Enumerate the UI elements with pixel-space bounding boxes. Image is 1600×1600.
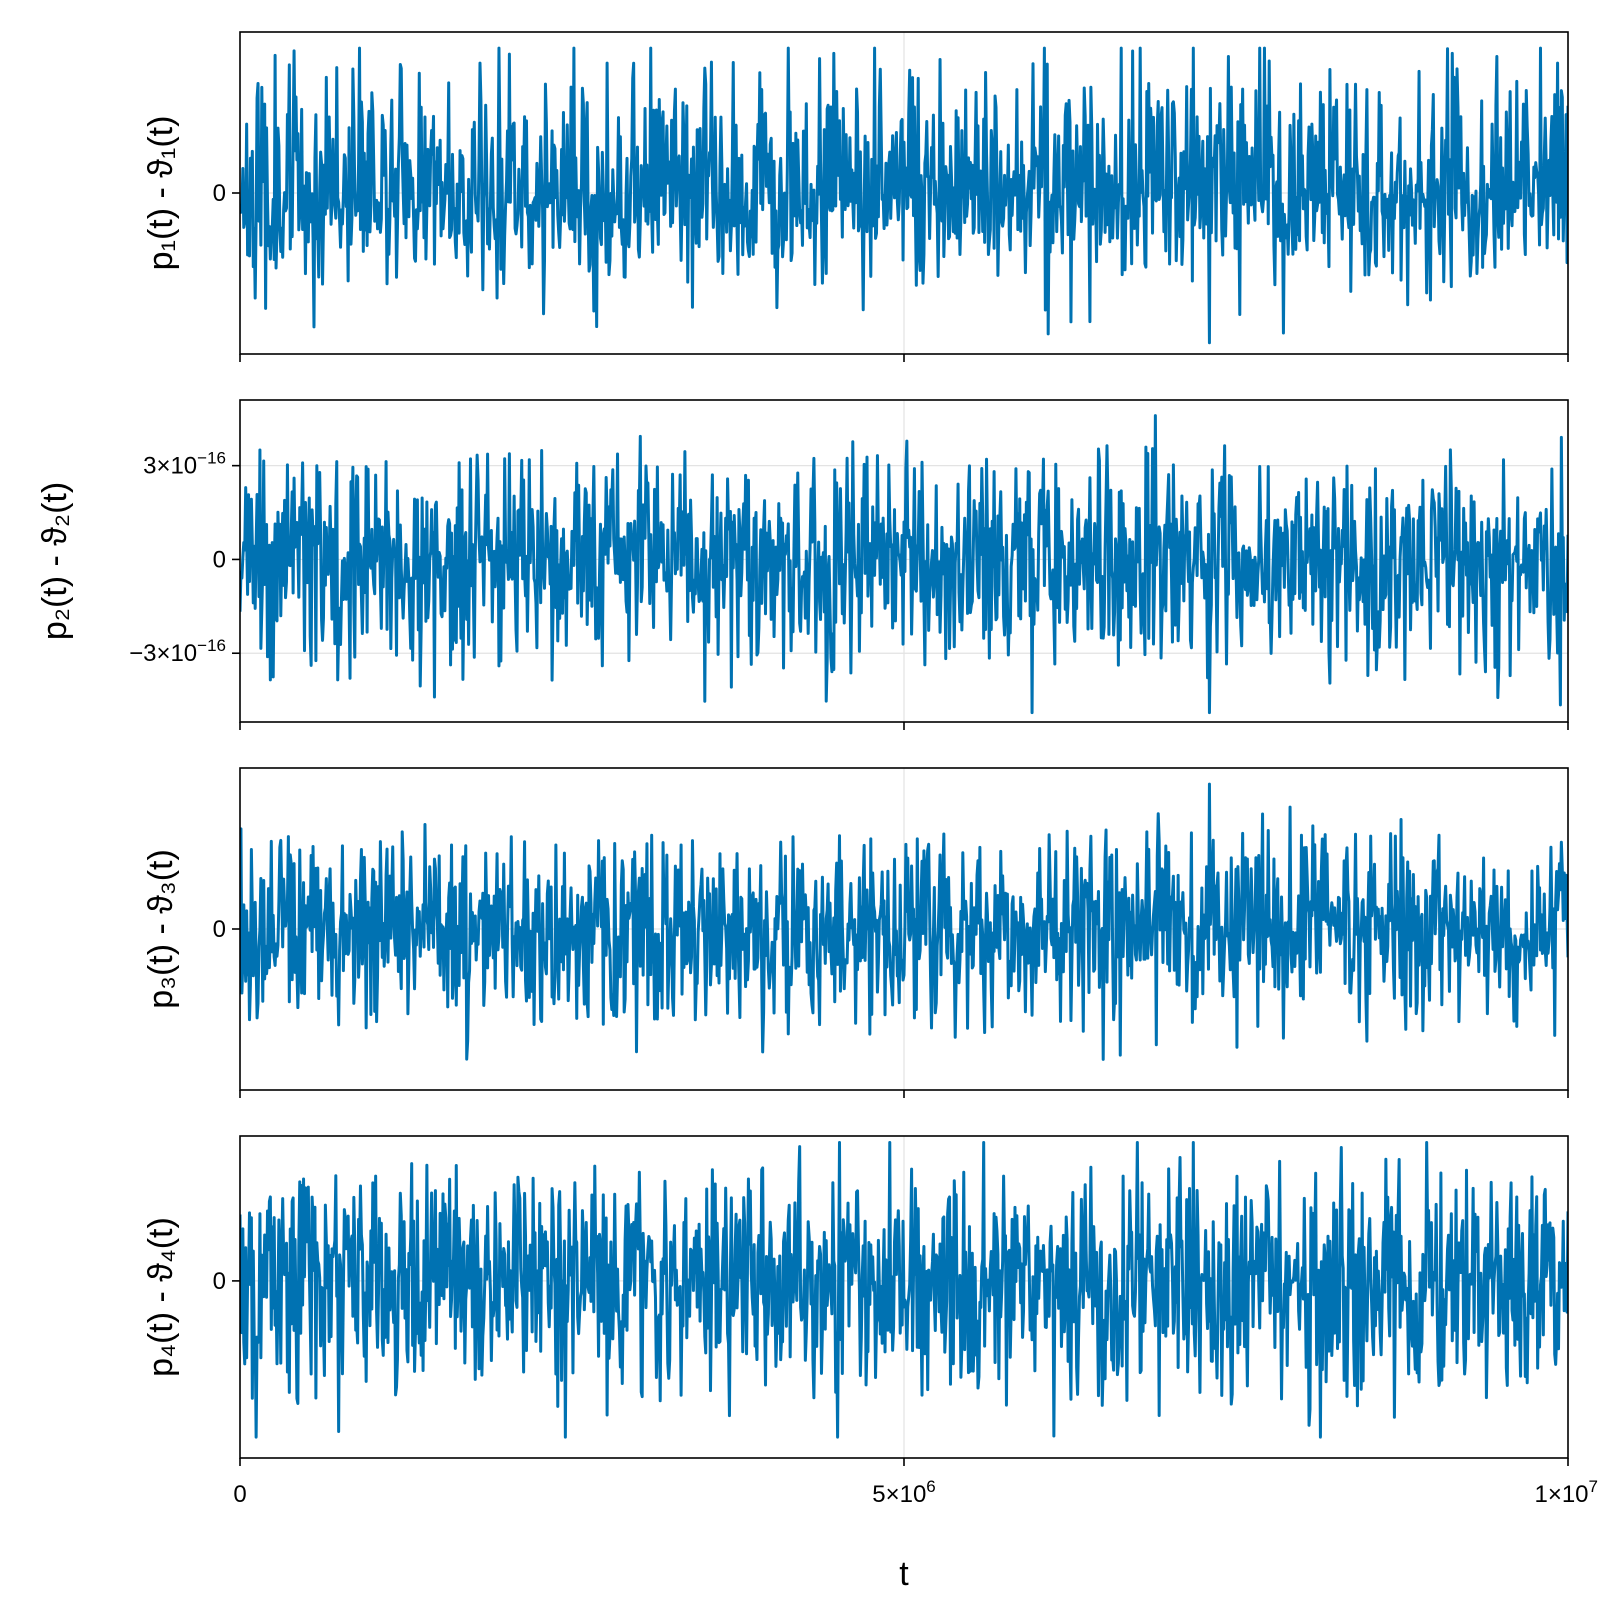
series-line-2: [240, 414, 1568, 715]
y-axis-title-3: p₃(t) - ϑ₃(t): [142, 849, 180, 1009]
panel-3: 0 p₃(t) - ϑ₃(t): [142, 767, 1569, 1098]
y-tick-label: 3×10−16: [143, 449, 226, 480]
x-tick-label: 5×106: [872, 1477, 936, 1508]
x-tick-label: 0: [233, 1481, 246, 1508]
y-tick-label: 0: [213, 1268, 226, 1295]
y-tick-label: 0: [213, 180, 226, 207]
y-axis-title-2: p₂(t) - ϑ₂(t): [36, 482, 74, 640]
y-tick-label: −3×10−16: [129, 636, 226, 667]
series-line-3: [240, 782, 1568, 1061]
series-line-4: [240, 1140, 1568, 1439]
y-tick-label: 0: [213, 546, 226, 573]
panels: 0 p₁(t) - ϑ₁(t) 3×10−16 0 −3×10−16 p₂(t) - ϑ₂…: [36, 31, 1569, 1466]
x-axis-title: t: [899, 1555, 909, 1593]
panel-4: 0 p₄(t) - ϑ₄(t): [142, 1135, 1569, 1466]
series-line-1: [240, 46, 1568, 345]
panel-2: 3×10−16 0 −3×10−16 p₂(t) - ϑ₂(t): [36, 399, 1569, 730]
x-axis-ticks: 0 5×106 1×107: [233, 1477, 1598, 1508]
y-axis-title-4: p₄(t) - ϑ₄(t): [142, 1217, 180, 1377]
x-tick-label: 1×107: [1534, 1477, 1598, 1508]
y-tick-label: 0: [213, 916, 226, 943]
panel-1: 0 p₁(t) - ϑ₁(t): [142, 31, 1569, 362]
y-axis-title-1: p₁(t) - ϑ₁(t): [142, 116, 180, 271]
